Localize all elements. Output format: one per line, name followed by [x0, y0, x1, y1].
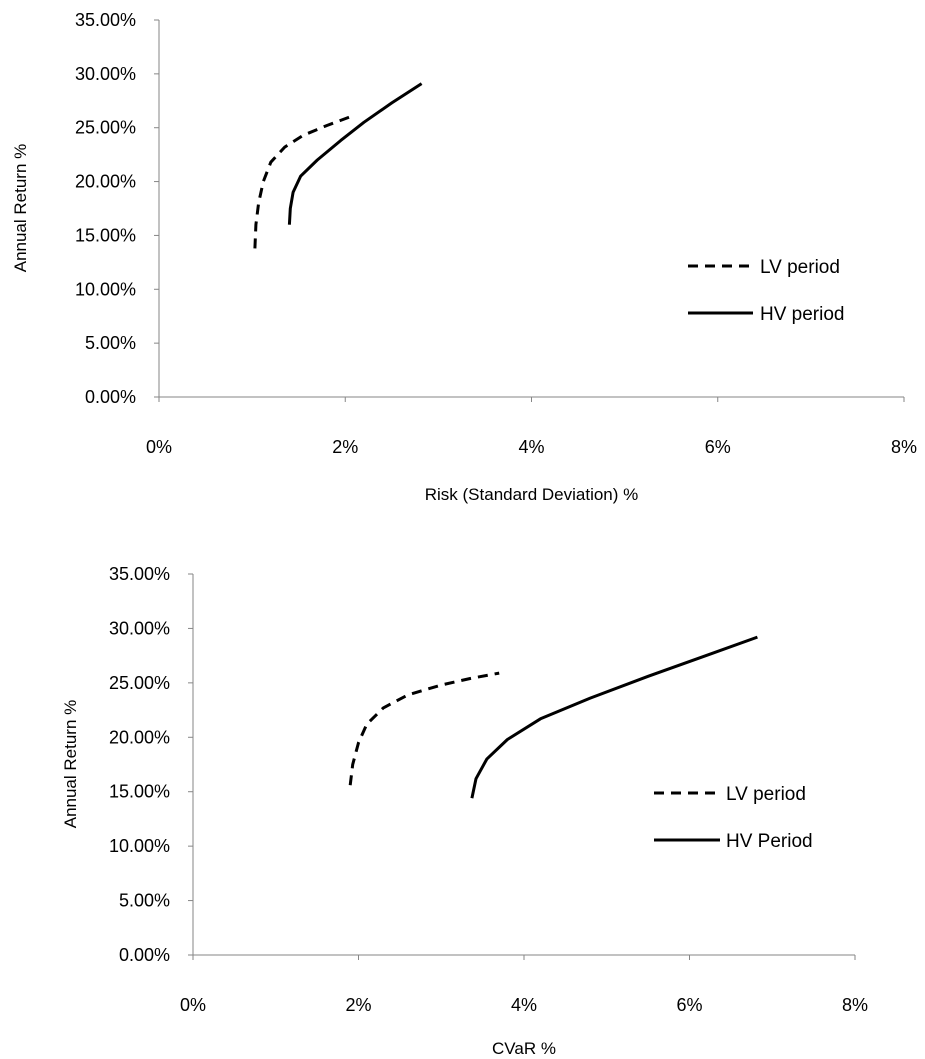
y-tick-label: 20.00%: [109, 727, 170, 747]
x-tick-label: 0%: [146, 437, 172, 457]
x-tick-label: 4%: [511, 995, 537, 1015]
legend-label: LV period: [726, 784, 806, 805]
x-tick-label: 2%: [332, 437, 358, 457]
y-axis-title: Annual Return %: [11, 144, 30, 273]
series-line-dashed: [348, 671, 500, 786]
chart-panel-1: 0.00% 5.00% 10.00% 15.00% 20.00% 25.00% 30.00%…: [11, 10, 917, 504]
x-tick-label: 0%: [180, 995, 206, 1015]
x-tick-label: 6%: [676, 995, 702, 1015]
legend-label: LV period: [760, 257, 840, 278]
y-tick-label: 35.00%: [75, 10, 136, 30]
y-tick-label: 35.00%: [109, 564, 170, 584]
y-tick-label: 10.00%: [75, 279, 136, 299]
x-tick-label: 4%: [518, 437, 544, 457]
y-tick-label: 25.00%: [75, 118, 136, 138]
chart-panel-2: 0.00% 5.00% 10.00% 15.00% 20.00% 25.00% 30.00%…: [61, 564, 868, 1058]
series-line-dashed: [253, 115, 351, 249]
y-tick-label: 30.00%: [75, 64, 136, 84]
legend-label: HV Period: [726, 831, 813, 852]
x-tick-label: 8%: [842, 995, 868, 1015]
x-tick-label: 6%: [705, 437, 731, 457]
y-tick-label: 15.00%: [109, 782, 170, 802]
x-axis-title: Risk (Standard Deviation) %: [425, 485, 639, 504]
y-tick-label: 0.00%: [119, 945, 170, 965]
y-tick-label: 5.00%: [119, 891, 170, 911]
x-tick-label: 8%: [891, 437, 917, 457]
series-line-solid: [287, 82, 423, 225]
y-tick-label: 10.00%: [109, 836, 170, 856]
y-tick-label: 30.00%: [109, 618, 170, 638]
x-axis-title: CVaR %: [492, 1039, 556, 1058]
y-tick-label: 15.00%: [75, 225, 136, 245]
y-tick-label: 5.00%: [85, 333, 136, 353]
legend-label: HV period: [760, 304, 845, 325]
y-axis-title: Annual Return %: [61, 700, 80, 829]
y-tick-label: 0.00%: [85, 387, 136, 407]
x-tick-label: 2%: [345, 995, 371, 1015]
y-tick-label: 25.00%: [109, 673, 170, 693]
series-line-solid: [470, 635, 758, 799]
y-tick-label: 20.00%: [75, 172, 136, 192]
